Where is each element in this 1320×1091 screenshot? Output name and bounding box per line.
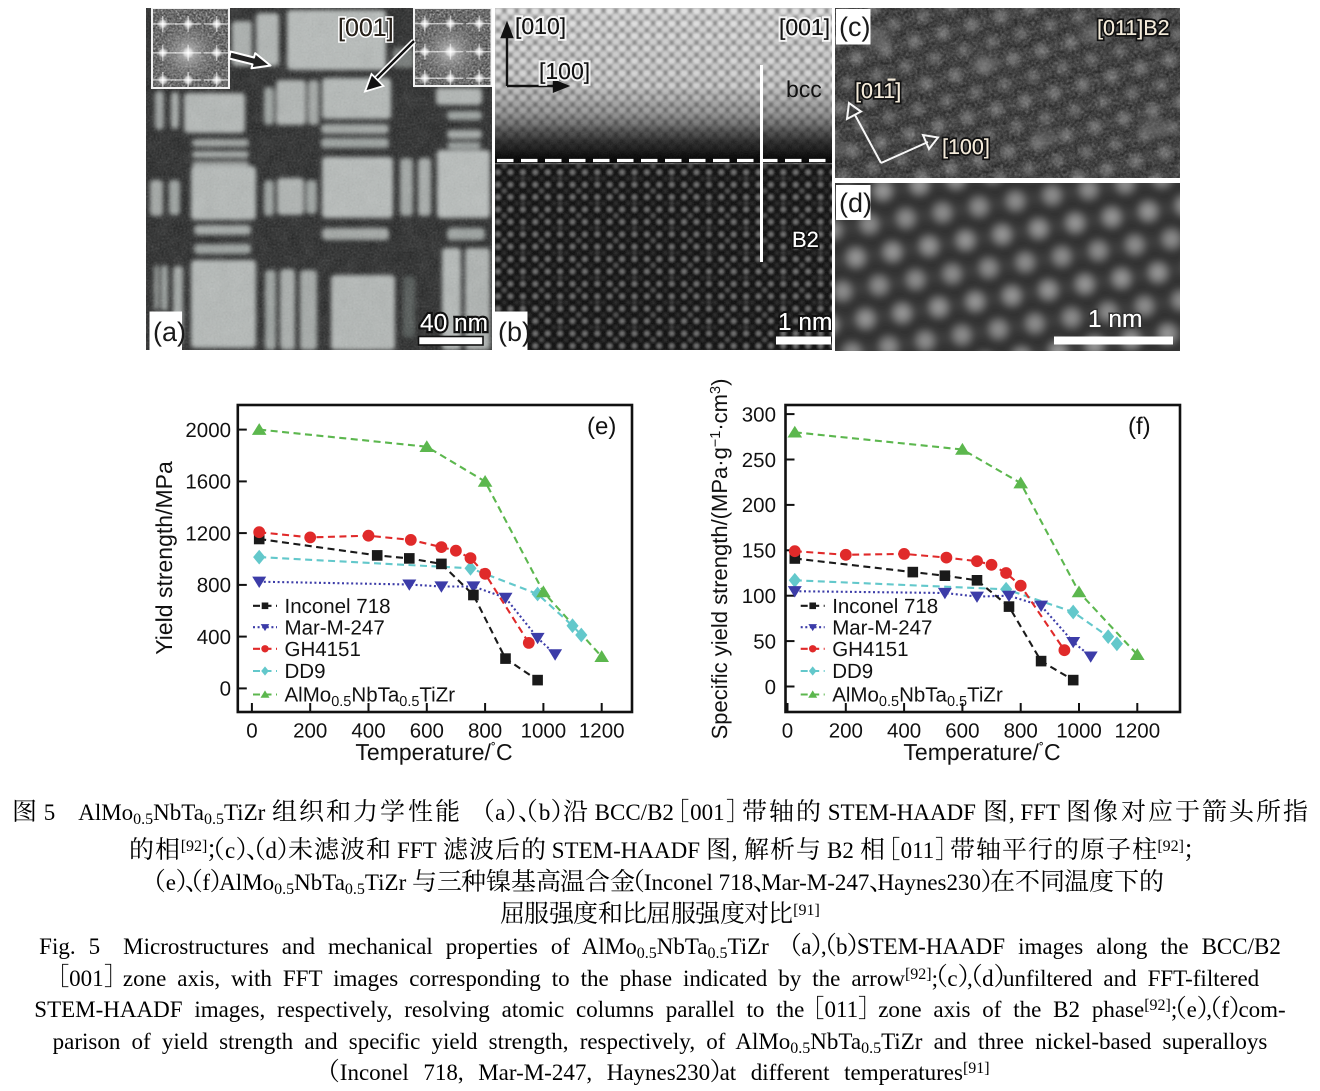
svg-text:GH4151: GH4151 bbox=[285, 638, 361, 661]
svg-text:200: 200 bbox=[293, 720, 327, 743]
svg-text:800: 800 bbox=[468, 720, 502, 743]
svg-text:400: 400 bbox=[197, 626, 231, 649]
svg-text:0: 0 bbox=[220, 678, 231, 701]
svg-text:Specific yield strength/(MPa·g: Specific yield strength/(MPa·g−1·cm3) bbox=[707, 379, 732, 740]
svg-text:[010]: [010] bbox=[515, 13, 566, 39]
svg-text:AlMo0.5NbTa0.5TiZr: AlMo0.5NbTa0.5TiZr bbox=[285, 684, 456, 711]
svg-text:[001]: [001] bbox=[338, 14, 394, 42]
svg-text:300: 300 bbox=[742, 403, 776, 426]
svg-text:Inconel 718: Inconel 718 bbox=[285, 595, 391, 618]
svg-text:(c): (c) bbox=[839, 12, 870, 42]
svg-text:DD9: DD9 bbox=[285, 660, 326, 683]
svg-text:40 nm: 40 nm bbox=[420, 310, 488, 337]
svg-text:Yield strength/MPa: Yield strength/MPa bbox=[151, 461, 177, 655]
svg-text:1000: 1000 bbox=[521, 720, 567, 743]
svg-text:[011]: [011] bbox=[855, 79, 901, 103]
svg-text:1200: 1200 bbox=[1114, 720, 1160, 743]
svg-text:[011]B2: [011]B2 bbox=[1097, 16, 1170, 40]
svg-text:DD9: DD9 bbox=[832, 660, 873, 683]
svg-text:(a): (a) bbox=[153, 317, 186, 347]
svg-text:[011]: [011] bbox=[855, 79, 901, 103]
svg-text:250: 250 bbox=[742, 449, 776, 472]
svg-text:0: 0 bbox=[782, 720, 793, 743]
svg-text:1000: 1000 bbox=[1056, 720, 1102, 743]
svg-text:[001]: [001] bbox=[779, 14, 830, 40]
svg-text:Temperature/˚C: Temperature/˚C bbox=[903, 739, 1060, 765]
svg-text:Mar-M-247: Mar-M-247 bbox=[285, 616, 385, 639]
svg-text:bcc: bcc bbox=[786, 76, 822, 102]
svg-text:200: 200 bbox=[742, 494, 776, 517]
svg-text:40 nm: 40 nm bbox=[420, 310, 488, 337]
svg-text:50: 50 bbox=[753, 630, 776, 653]
svg-text:[100]: [100] bbox=[539, 58, 590, 84]
svg-text:1 nm: 1 nm bbox=[778, 309, 832, 336]
svg-text:600: 600 bbox=[945, 720, 979, 743]
svg-text:400: 400 bbox=[351, 720, 385, 743]
svg-text:1200: 1200 bbox=[579, 720, 625, 743]
svg-text:1200: 1200 bbox=[185, 522, 231, 545]
svg-text:Temperature/˚C: Temperature/˚C bbox=[355, 739, 512, 765]
svg-text:(d): (d) bbox=[839, 188, 872, 218]
svg-text:150: 150 bbox=[742, 540, 776, 563]
svg-text:B2: B2 bbox=[792, 227, 819, 252]
svg-text:0: 0 bbox=[765, 676, 776, 699]
svg-text:600: 600 bbox=[410, 720, 444, 743]
svg-text:Inconel 718: Inconel 718 bbox=[832, 595, 938, 618]
svg-text:100: 100 bbox=[742, 585, 776, 608]
svg-text:[011]B2: [011]B2 bbox=[1097, 16, 1170, 40]
svg-text:(e): (e) bbox=[587, 413, 616, 440]
svg-text:AlMo0.5NbTa0.5TiZr: AlMo0.5NbTa0.5TiZr bbox=[832, 684, 1003, 711]
svg-text:B2: B2 bbox=[792, 227, 819, 252]
svg-text:[100]: [100] bbox=[942, 135, 990, 159]
svg-text:1600: 1600 bbox=[185, 471, 231, 494]
svg-text:[010]: [010] bbox=[515, 13, 566, 39]
svg-text:0: 0 bbox=[246, 720, 257, 743]
svg-text:GH4151: GH4151 bbox=[832, 638, 908, 661]
svg-text:[001]: [001] bbox=[779, 14, 830, 40]
svg-text:400: 400 bbox=[887, 720, 921, 743]
svg-text:200: 200 bbox=[829, 720, 863, 743]
svg-text:(f): (f) bbox=[1128, 413, 1151, 440]
svg-text:1 nm: 1 nm bbox=[1088, 306, 1142, 333]
svg-text:2000: 2000 bbox=[185, 419, 231, 442]
svg-text:Mar-M-247: Mar-M-247 bbox=[832, 616, 932, 639]
svg-text:[001]: [001] bbox=[338, 14, 394, 42]
svg-text:[100]: [100] bbox=[942, 135, 990, 159]
svg-text:(b): (b) bbox=[498, 317, 531, 347]
svg-text:800: 800 bbox=[197, 574, 231, 597]
svg-text:1 nm: 1 nm bbox=[778, 309, 832, 336]
svg-text:1 nm: 1 nm bbox=[1088, 306, 1142, 333]
svg-text:800: 800 bbox=[1004, 720, 1038, 743]
svg-text:[100]: [100] bbox=[539, 58, 590, 84]
